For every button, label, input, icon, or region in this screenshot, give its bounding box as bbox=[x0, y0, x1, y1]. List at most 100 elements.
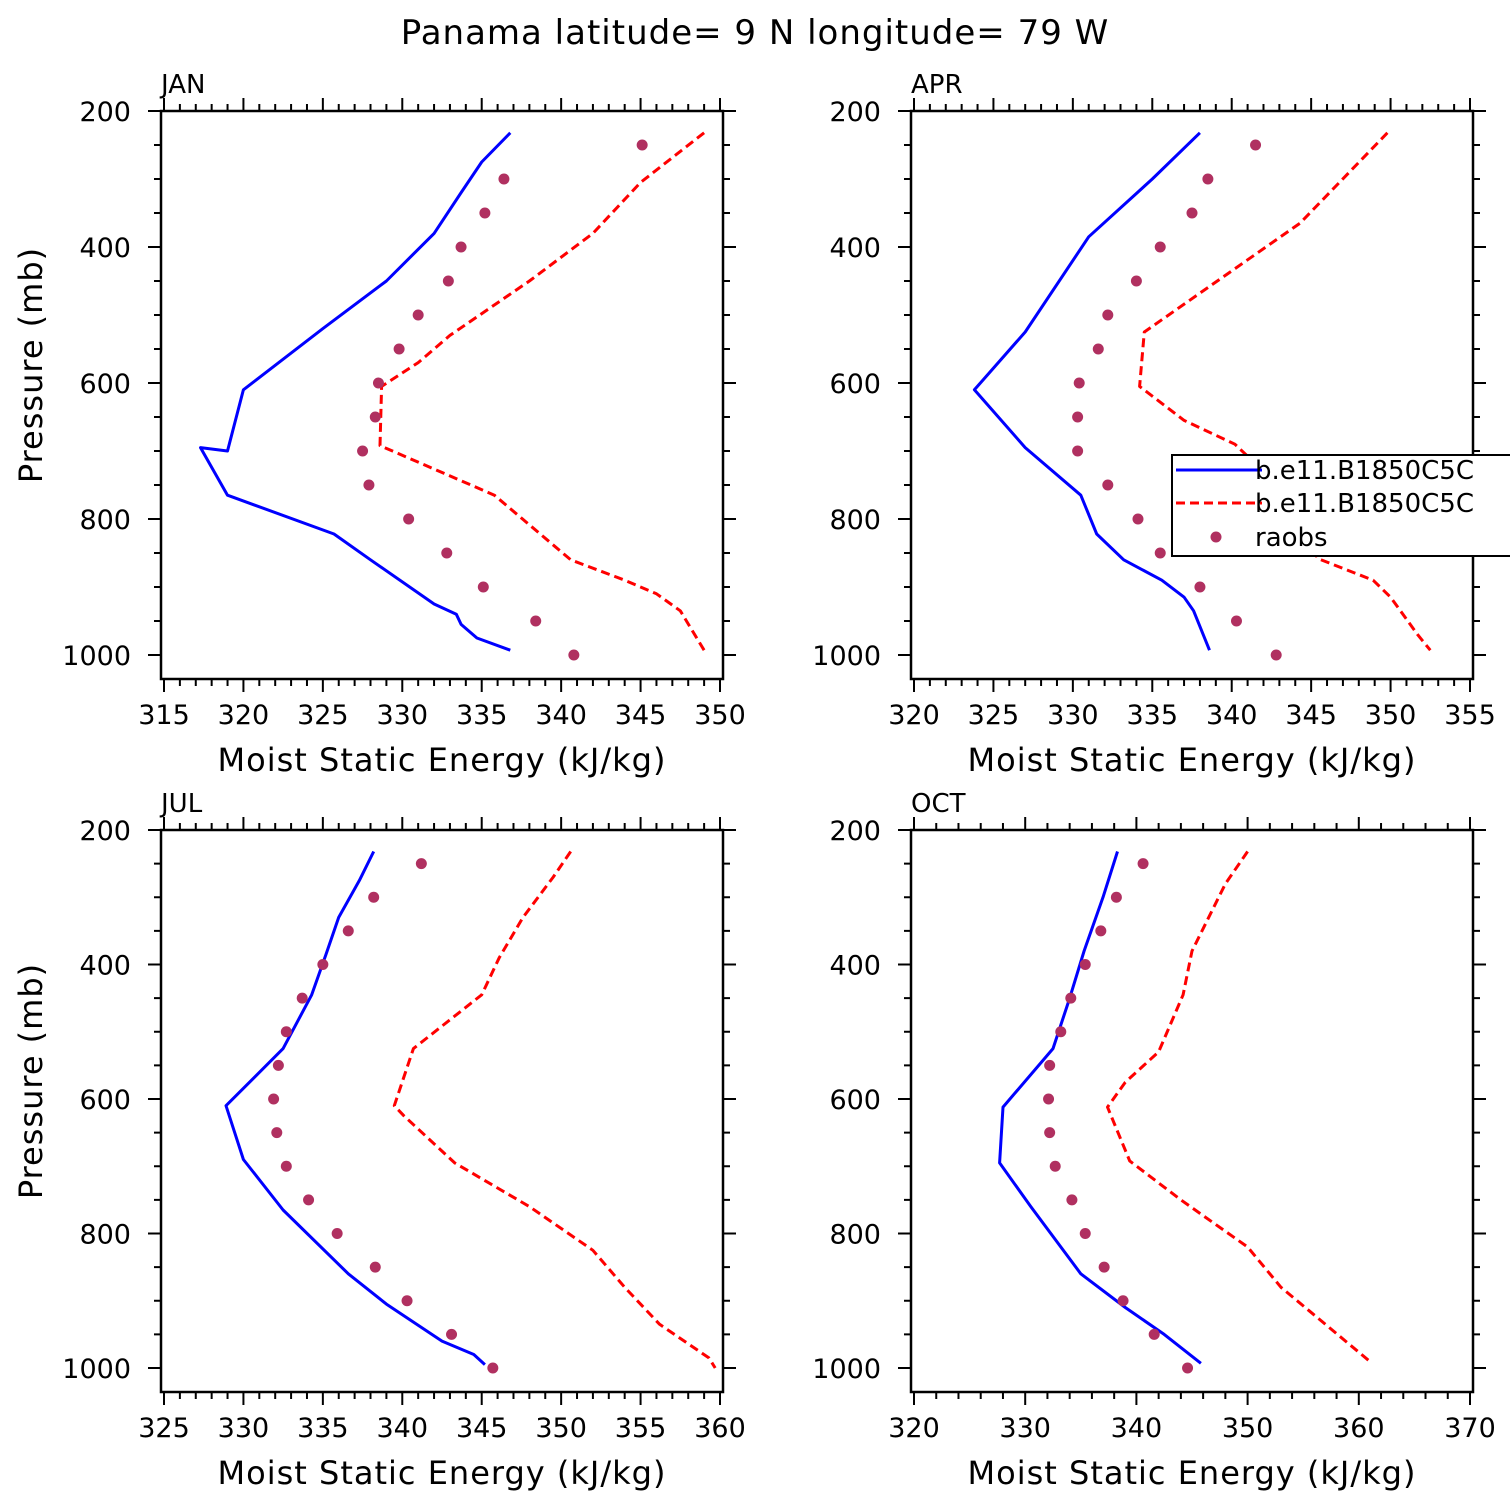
x-tick-label: 330 bbox=[1047, 700, 1099, 731]
panel-oct: OCT 320 330 340 350 360 370 200 400 600 800 1000 Moi… bbox=[812, 789, 1495, 1492]
raobs-point bbox=[272, 1059, 284, 1071]
panel-jul: JUL 325 330 335 340 345 350 355 360 200 400 600 800 1… bbox=[12, 789, 746, 1492]
y-tick-label: 1000 bbox=[812, 641, 881, 672]
raobs-point bbox=[280, 1160, 292, 1172]
x-tick-label: 345 bbox=[456, 1413, 508, 1444]
legend-box bbox=[1171, 454, 1510, 557]
x-tick-label: 355 bbox=[1444, 700, 1496, 731]
raobs-point bbox=[1110, 891, 1122, 903]
y-tick-label: 400 bbox=[829, 951, 881, 982]
series-model-dashed-oct bbox=[1106, 850, 1374, 1365]
raobs-point bbox=[1230, 615, 1242, 627]
raobs-point bbox=[1072, 411, 1084, 423]
series-model-dashed-jul bbox=[392, 850, 717, 1369]
series-raobs-oct bbox=[1043, 858, 1194, 1374]
plot-frame-apr bbox=[909, 109, 1475, 681]
y-tick-label: 600 bbox=[829, 369, 881, 400]
raobs-point bbox=[1154, 547, 1166, 559]
legend-label: b.e11.B1850C5C bbox=[1255, 489, 1474, 519]
x-axis-label-jan: Moist Static Energy (kJ/kg) bbox=[218, 741, 667, 779]
x-tick-label: 330 bbox=[999, 1413, 1051, 1444]
x-tick-label: 360 bbox=[1333, 1413, 1385, 1444]
x-tick-label: 315 bbox=[138, 700, 190, 731]
raobs-point bbox=[393, 343, 405, 355]
x-tick-label: 370 bbox=[1444, 1413, 1496, 1444]
plot-frame-jul bbox=[159, 828, 725, 1394]
x-tick-label: 320 bbox=[218, 700, 270, 731]
raobs-point bbox=[1044, 1127, 1056, 1139]
x-axis-label-oct: Moist Static Energy (kJ/kg) bbox=[968, 1454, 1417, 1492]
raobs-point bbox=[498, 173, 510, 185]
x-tick-label: 350 bbox=[1365, 700, 1417, 731]
raobs-point bbox=[268, 1093, 280, 1105]
y-tick-label: 600 bbox=[829, 1085, 881, 1116]
raobs-point bbox=[1182, 1362, 1194, 1374]
y-tick-label: 400 bbox=[79, 233, 131, 264]
raobs-point bbox=[280, 1026, 292, 1038]
raobs-point bbox=[1137, 858, 1149, 870]
raobs-point bbox=[1270, 649, 1282, 661]
panel-title-oct: OCT bbox=[911, 789, 966, 819]
raobs-point bbox=[479, 207, 491, 219]
plot-frame-oct bbox=[909, 828, 1475, 1394]
raobs-point bbox=[303, 1194, 315, 1206]
panel-title-jan: JAN bbox=[159, 70, 205, 100]
raobs-point bbox=[1072, 445, 1084, 457]
legend-label: b.e11.B1850C5C bbox=[1255, 456, 1474, 486]
raobs-point bbox=[636, 139, 648, 151]
y-tick-label: 600 bbox=[79, 369, 131, 400]
raobs-point bbox=[331, 1228, 343, 1239]
raobs-point bbox=[1250, 139, 1262, 151]
x-tick-label: 330 bbox=[218, 1413, 270, 1444]
x-tick-label: 335 bbox=[297, 1413, 349, 1444]
y-tick-label: 200 bbox=[79, 816, 131, 847]
panel-apr: APR 320 325 330 335 340 345 350 355 200 400 600 800 1… bbox=[812, 70, 1495, 779]
raobs-point bbox=[1130, 275, 1142, 287]
panel-title-jul: JUL bbox=[159, 789, 203, 819]
raobs-point bbox=[412, 309, 424, 321]
raobs-point bbox=[1065, 992, 1077, 1004]
raobs-point bbox=[1202, 173, 1214, 185]
x-tick-label: 340 bbox=[377, 1413, 429, 1444]
y-tick-label: 600 bbox=[79, 1085, 131, 1116]
raobs-point bbox=[487, 1362, 499, 1374]
raobs-point bbox=[401, 1295, 413, 1307]
x-axis-label-apr: Moist Static Energy (kJ/kg) bbox=[968, 741, 1417, 779]
series-raobs-apr bbox=[1072, 139, 1282, 661]
x-tick-label: 360 bbox=[694, 1413, 746, 1444]
raobs-point bbox=[1043, 1093, 1055, 1105]
raobs-point bbox=[1186, 207, 1198, 219]
raobs-point bbox=[1055, 1026, 1067, 1038]
raobs-point bbox=[317, 959, 329, 970]
raobs-point bbox=[442, 275, 454, 287]
y-axis-label-jul: Pressure (mb) bbox=[12, 963, 50, 1199]
x-tick-label: 325 bbox=[297, 700, 349, 731]
series-model-dashed-jan bbox=[378, 131, 706, 651]
legend-label: raobs bbox=[1255, 523, 1328, 553]
panels: JAN 315 320 325 330 335 340 345 350 200 400 600 800 1… bbox=[12, 70, 1496, 1492]
x-tick-label: 350 bbox=[694, 700, 746, 731]
series-model-dashed-apr bbox=[1138, 131, 1432, 652]
raobs-point bbox=[1073, 377, 1085, 389]
raobs-point bbox=[446, 1328, 458, 1340]
x-tick-label: 340 bbox=[1111, 1413, 1163, 1444]
x-tick-label: 325 bbox=[968, 700, 1020, 731]
x-tick-label: 340 bbox=[1206, 700, 1258, 731]
x-axis-label-jul: Moist Static Energy (kJ/kg) bbox=[218, 1454, 667, 1492]
panel-jan: JAN 315 320 325 330 335 340 345 350 200 400 600 800 1… bbox=[12, 70, 746, 779]
raobs-point bbox=[1066, 1194, 1078, 1206]
y-tick-label: 800 bbox=[79, 1220, 131, 1251]
x-tick-label: 345 bbox=[615, 700, 667, 731]
raobs-point bbox=[369, 411, 381, 423]
raobs-point bbox=[1117, 1295, 1129, 1307]
x-tick-label: 335 bbox=[1127, 700, 1179, 731]
raobs-point bbox=[1102, 479, 1114, 491]
raobs-point bbox=[1095, 925, 1107, 937]
series-model-solid-jul bbox=[224, 850, 486, 1366]
raobs-point bbox=[530, 615, 542, 627]
series-raobs-jan bbox=[357, 139, 648, 661]
panel-title-apr: APR bbox=[911, 70, 963, 100]
y-axis-label-jan: Pressure (mb) bbox=[12, 247, 50, 483]
y-tick-label: 200 bbox=[829, 816, 881, 847]
